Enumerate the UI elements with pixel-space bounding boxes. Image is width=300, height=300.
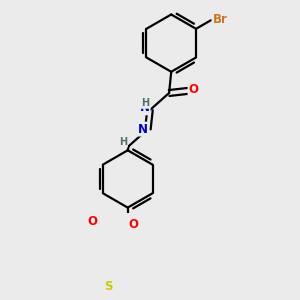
Text: N: N bbox=[138, 123, 148, 136]
Text: O: O bbox=[88, 215, 98, 228]
Text: O: O bbox=[129, 218, 139, 231]
Text: H: H bbox=[141, 98, 149, 108]
Text: N: N bbox=[140, 101, 150, 114]
Text: O: O bbox=[188, 83, 199, 96]
Text: S: S bbox=[104, 280, 112, 293]
Text: H: H bbox=[119, 137, 127, 147]
Text: Br: Br bbox=[213, 13, 228, 26]
